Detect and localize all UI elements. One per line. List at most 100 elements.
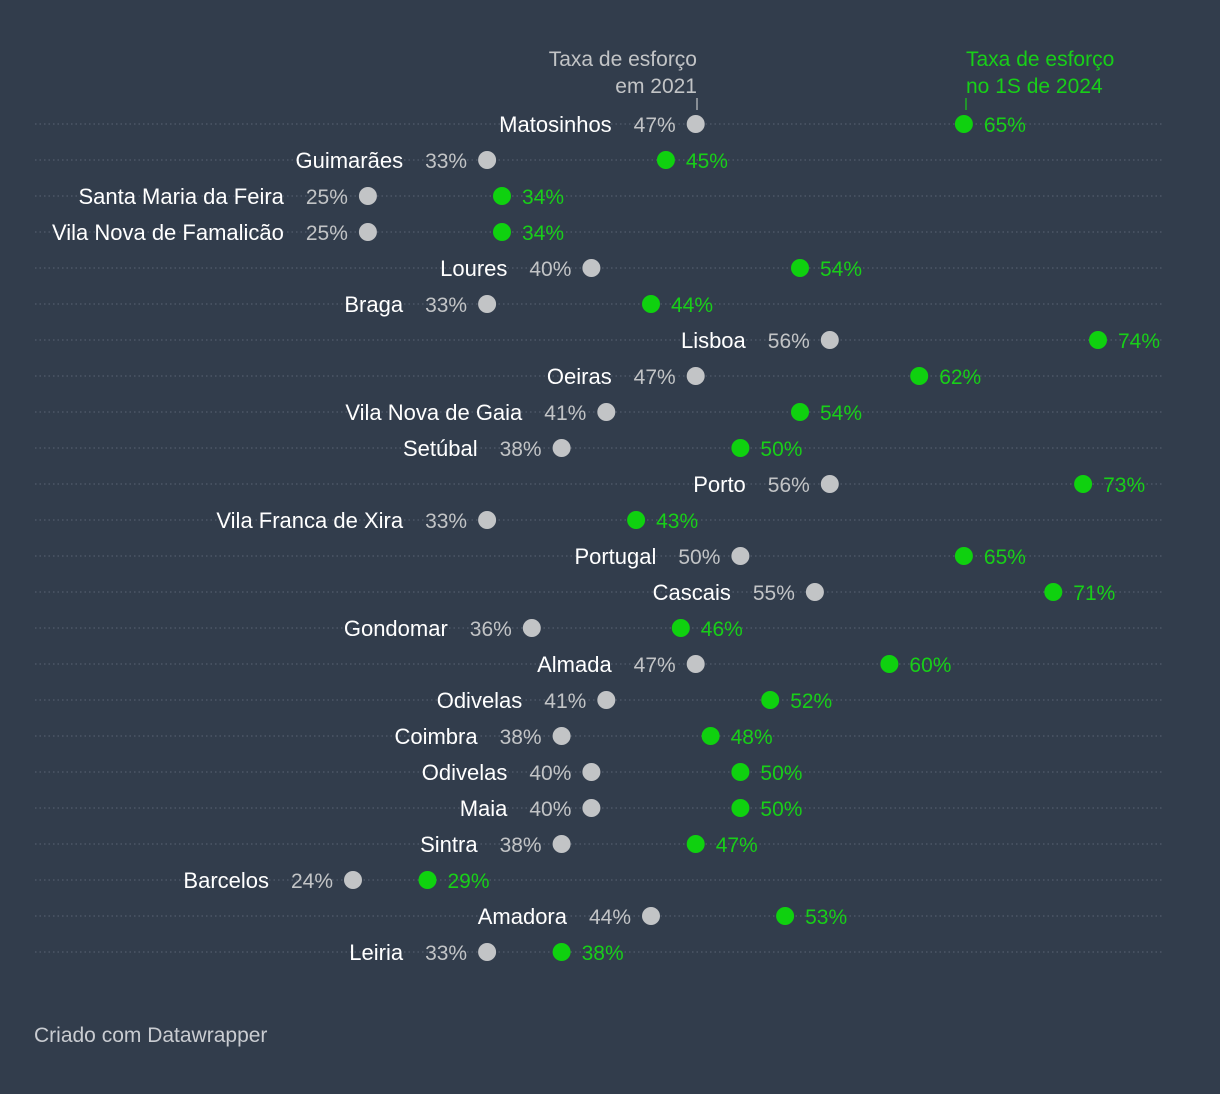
start-dot — [597, 403, 616, 421]
start-dot — [478, 943, 497, 961]
row-7: 47% Oeiras 62% — [35, 364, 1163, 389]
row-4: 40% Loures 54% — [35, 256, 1163, 281]
start-value-label: 56% — [768, 474, 810, 497]
start-dot — [820, 475, 839, 493]
start-dot — [731, 547, 750, 565]
row-21: 24% Barcelos 29% — [35, 868, 1163, 893]
category-label: Vila Nova de Gaia — [345, 400, 523, 425]
end-value-label: 54% — [820, 258, 862, 281]
start-value-label: 41% — [544, 690, 586, 713]
end-dot — [493, 223, 511, 241]
start-dot — [582, 763, 601, 781]
end-dot — [954, 547, 973, 565]
end-dot — [656, 151, 675, 169]
end-value-label: 65% — [984, 546, 1026, 569]
start-value-label: 47% — [634, 366, 676, 389]
start-dot — [358, 187, 377, 205]
start-value-label: 33% — [425, 510, 467, 533]
category-label: Coimbra — [394, 724, 478, 749]
start-value-label: 33% — [425, 294, 467, 317]
start-value-label: 41% — [544, 402, 586, 425]
start-dot — [597, 691, 616, 709]
row-0: 47% Matosinhos 65% — [35, 112, 1163, 137]
category-label: Lisboa — [681, 328, 747, 353]
start-dot — [820, 331, 839, 349]
category-label: Braga — [344, 292, 403, 317]
category-label: Vila Franca de Xira — [216, 508, 403, 533]
start-dot — [582, 259, 601, 277]
row-15: 47% Almada 60% — [35, 652, 1163, 677]
end-value-label: 74% — [1118, 330, 1160, 353]
end-dot — [731, 763, 750, 781]
end-value-label: 43% — [656, 510, 698, 533]
start-value-label: 40% — [529, 798, 571, 821]
end-value-label: 60% — [909, 654, 951, 677]
category-label: Cascais — [653, 580, 731, 605]
end-value-label: 48% — [731, 726, 773, 749]
category-label: Oeiras — [547, 364, 612, 389]
category-label: Maia — [460, 796, 508, 821]
category-label: Leiria — [349, 940, 404, 965]
end-value-label: 73% — [1103, 474, 1145, 497]
category-label: Santa Maria da Feira — [78, 184, 284, 209]
start-dot — [522, 619, 541, 637]
end-dot — [418, 871, 437, 889]
credit-text: Criado com Datawrapper — [34, 1024, 268, 1047]
start-dot — [686, 655, 705, 673]
start-dot — [478, 511, 497, 529]
end-dot — [642, 295, 660, 313]
category-label: Matosinhos — [499, 112, 612, 137]
row-11: 33% Vila Franca de Xira 43% — [35, 508, 1163, 533]
start-dot — [344, 871, 362, 889]
category-label: Almada — [537, 652, 612, 677]
end-value-label: 34% — [522, 222, 564, 245]
start-dot — [478, 151, 497, 169]
end-value-label: 53% — [805, 906, 847, 929]
end-value-label: 38% — [582, 942, 624, 965]
row-18: 40% Odivelas 50% — [35, 760, 1163, 785]
row-8: 41% Vila Nova de Gaia 54% — [35, 400, 1163, 425]
start-value-label: 40% — [529, 258, 571, 281]
start-value-label: 24% — [291, 870, 333, 893]
category-label: Portugal — [574, 544, 656, 569]
end-value-label: 46% — [701, 618, 743, 641]
row-16: 41% Odivelas 52% — [35, 688, 1163, 713]
category-label: Odivelas — [437, 688, 523, 713]
end-dot — [791, 259, 809, 277]
row-9: 38% Setúbal 50% — [35, 436, 1163, 461]
end-dot — [731, 799, 750, 817]
category-label: Setúbal — [403, 436, 478, 461]
end-dot — [880, 655, 899, 673]
row-14: 36% Gondomar 46% — [35, 616, 1163, 641]
category-label: Amadora — [478, 904, 568, 929]
row-23: 33% Leiria 38% — [35, 940, 1163, 965]
end-value-label: 52% — [790, 690, 832, 713]
end-value-label: 45% — [686, 150, 728, 173]
legend-start-label-line1: Taxa de esforço — [549, 48, 697, 71]
start-value-label: 33% — [425, 150, 467, 173]
start-value-label: 44% — [589, 906, 631, 929]
start-value-label: 25% — [306, 222, 348, 245]
end-dot — [1089, 331, 1107, 349]
start-dot — [478, 295, 497, 313]
end-dot — [1044, 583, 1063, 601]
category-label: Odivelas — [422, 760, 508, 785]
end-dot — [686, 835, 705, 853]
end-dot — [791, 403, 809, 421]
end-value-label: 62% — [939, 366, 981, 389]
end-value-label: 50% — [760, 798, 802, 821]
category-label: Porto — [693, 472, 746, 497]
start-dot — [805, 583, 824, 601]
row-13: 55% Cascais 71% — [35, 580, 1163, 605]
category-label: Barcelos — [183, 868, 269, 893]
row-12: 50% Portugal 65% — [35, 544, 1163, 569]
row-10: 56% Porto 73% — [35, 472, 1163, 497]
end-value-label: 54% — [820, 402, 862, 425]
category-label: Sintra — [420, 832, 478, 857]
legend-end-label-line1: Taxa de esforço — [966, 48, 1114, 71]
category-label: Gondomar — [344, 616, 448, 641]
end-value-label: 34% — [522, 186, 564, 209]
row-2: 25% Santa Maria da Feira 34% — [35, 184, 1163, 209]
end-dot — [761, 691, 780, 709]
